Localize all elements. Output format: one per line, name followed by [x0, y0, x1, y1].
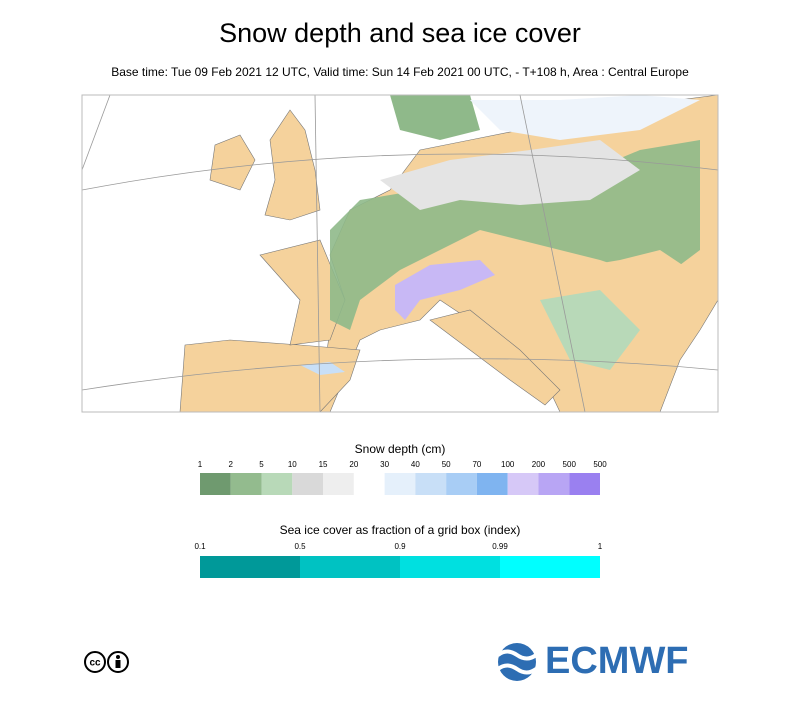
legend-tick-label: 10 — [288, 460, 297, 469]
legend-tick-label: 40 — [411, 460, 420, 469]
legend-swatch — [292, 473, 324, 495]
legend-tick-label: 1 — [598, 542, 603, 551]
legend-tick-label: 0.5 — [294, 542, 306, 551]
legend-swatch — [384, 473, 416, 495]
graticule — [82, 358, 718, 391]
logo-waves — [496, 649, 538, 675]
graticule — [82, 153, 718, 191]
legend-title: Snow depth (cm) — [355, 442, 446, 456]
land-ireland — [209, 134, 256, 191]
legend-tick-label: 20 — [349, 460, 358, 469]
snow-pyrenees — [300, 362, 345, 375]
legend-tick-label: 200 — [532, 460, 546, 469]
legend-tick-label: 70 — [472, 460, 481, 469]
cc-text: cc — [89, 658, 101, 669]
legends: Snow depth (cm) 1 2 5 10 15 20 30 40 50 70 100 200 50… — [194, 442, 607, 578]
ecmwf-logo: ECMWF — [496, 640, 689, 682]
legend-swatch — [230, 473, 262, 495]
legend-tick-label: 50 — [442, 460, 451, 469]
legend-swatch — [415, 473, 447, 495]
legend-tick-label: 0.1 — [194, 542, 206, 551]
by-icon — [115, 660, 121, 668]
legend-swatch — [400, 556, 500, 578]
snow-grey — [380, 140, 640, 210]
map — [81, 94, 719, 413]
legend-tick-label: 500 — [593, 460, 607, 469]
legend-swatch — [500, 556, 600, 578]
legend-tick-label: 15 — [319, 460, 328, 469]
legend-swatch — [353, 473, 385, 495]
land-iberia — [179, 339, 361, 412]
legend-swatch — [323, 473, 354, 495]
land-hungary — [560, 250, 690, 290]
legend-swatch — [476, 473, 508, 495]
title: Snow depth and sea ice cover — [219, 18, 581, 48]
legend-tick-label: 0.99 — [492, 542, 508, 551]
legend-swatch — [569, 473, 600, 495]
graticule — [82, 95, 111, 171]
graticule — [519, 95, 586, 412]
cc-circle — [84, 651, 106, 673]
map-frame — [81, 94, 719, 413]
snow-alps — [395, 260, 495, 320]
legend-swatch — [538, 473, 570, 495]
legend-swatch — [507, 473, 539, 495]
land-britain — [264, 109, 321, 221]
legend-tick-label: 2 — [229, 460, 234, 469]
logo-text: ECMWF — [545, 640, 689, 682]
legend-tick-label: 0.9 — [394, 542, 406, 551]
legend-swatch — [200, 473, 231, 495]
legend-swatch — [300, 556, 400, 578]
land-france — [259, 239, 346, 346]
legend-tick-label: 1 — [198, 460, 203, 469]
legend-tick-label: 100 — [501, 460, 515, 469]
legend-swatch — [200, 556, 300, 578]
legend-tick-label: 30 — [380, 460, 389, 469]
logo-mark — [498, 643, 536, 681]
legend-tick-label: 500 — [563, 460, 577, 469]
snow-balkans — [540, 290, 640, 370]
graticule — [314, 95, 321, 412]
legend-title: Sea ice cover as fraction of a grid box … — [280, 523, 521, 537]
legend-tick-label: 5 — [259, 460, 264, 469]
by-icon — [116, 655, 120, 659]
land-italy — [429, 309, 561, 406]
snow-scandinavia — [390, 95, 480, 140]
legend-swatch — [261, 473, 293, 495]
snow-light-blue — [470, 95, 700, 140]
legend-swatch — [446, 473, 477, 495]
subtitle: Base time: Tue 09 Feb 2021 12 UTC, Valid… — [111, 65, 689, 79]
